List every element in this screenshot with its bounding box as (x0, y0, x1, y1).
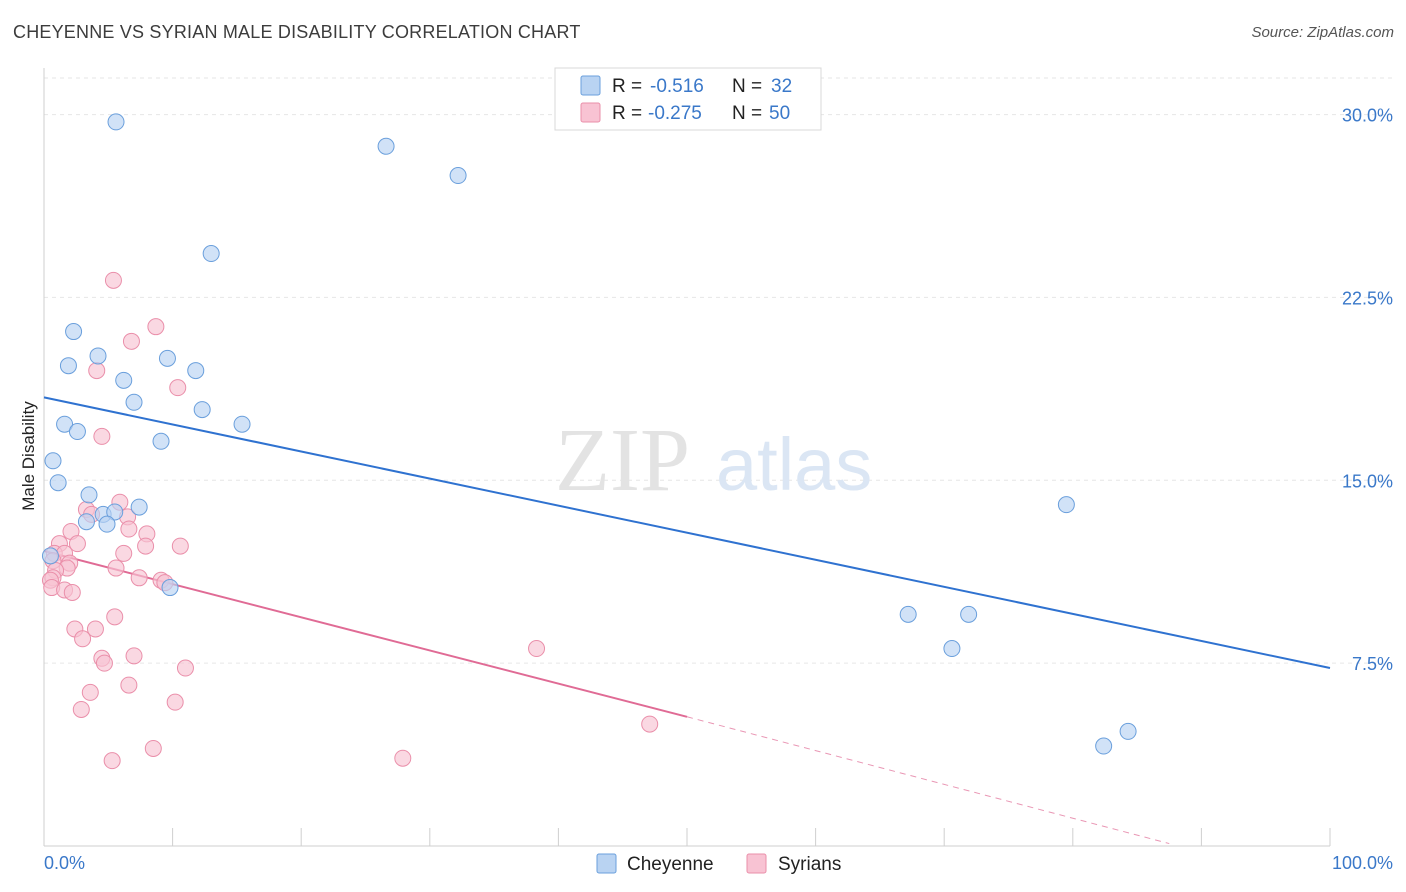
bottom-legend-syrians: Syrians (778, 854, 841, 875)
point-syrians-27 (130, 569, 148, 587)
x-tick-label-min: 0.0% (44, 853, 85, 873)
point-syrians-5 (93, 427, 111, 445)
point-syrians-45 (528, 640, 546, 658)
point-cheyenne-30 (1095, 737, 1113, 755)
point-cheyenne-28 (960, 605, 978, 623)
point-cheyenne-5 (89, 347, 107, 365)
chart-title: CHEYENNE VS SYRIAN MALE DISABILITY CORRE… (13, 22, 581, 42)
point-syrians-48 (103, 752, 121, 770)
legend-swatch-cheyenne (580, 75, 601, 96)
point-syrians-43 (166, 693, 184, 711)
point-syrians-3 (88, 362, 106, 380)
point-syrians-2 (122, 332, 140, 350)
point-syrians-42 (81, 683, 99, 701)
watermark-atlas: atlas (716, 423, 872, 506)
point-cheyenne-12 (56, 415, 74, 433)
y-axis-label: Male Disability (19, 401, 38, 511)
point-cheyenne-27 (899, 605, 917, 623)
point-cheyenne-2 (449, 167, 467, 185)
point-cheyenne-24 (41, 547, 59, 565)
legend-r-value-cheyenne: -0.516 (650, 76, 704, 97)
regression-line-syrians (43, 550, 688, 718)
point-cheyenne-22 (106, 503, 124, 521)
point-syrians-40 (95, 654, 113, 672)
point-cheyenne-16 (44, 452, 62, 470)
point-syrians-1 (147, 318, 165, 336)
point-syrians-4 (169, 379, 187, 397)
point-syrians-24 (107, 559, 125, 577)
bottom-legend-swatch-syrians (746, 853, 767, 874)
bottom-legend-swatch-cheyenne (596, 853, 617, 874)
point-syrians-46 (641, 715, 659, 733)
point-syrians-44 (72, 700, 90, 718)
point-cheyenne-25 (161, 579, 179, 597)
scatter-points (41, 113, 1137, 770)
point-cheyenne-23 (98, 515, 116, 533)
point-syrians-15 (137, 537, 155, 555)
legend-r-value-syrians: -0.275 (648, 103, 702, 124)
point-cheyenne-15 (152, 432, 170, 450)
legend-n-label-syrians: N = (732, 103, 762, 124)
point-cheyenne-10 (125, 393, 143, 411)
legend-n-label-cheyenne: N = (732, 76, 762, 97)
point-cheyenne-13 (233, 415, 251, 433)
y-tick-label-0: 7.5% (1352, 654, 1393, 674)
point-syrians-17 (115, 544, 133, 562)
point-cheyenne-29 (943, 640, 961, 658)
regression-lines (43, 396, 1331, 845)
point-cheyenne-8 (187, 362, 205, 380)
point-syrians-10 (120, 520, 138, 538)
point-cheyenne-6 (59, 357, 77, 375)
stats-legend: R = -0.516 N = 32 R = -0.275 N = 50 (554, 67, 822, 131)
point-cheyenne-14 (68, 423, 86, 441)
y-tick-label-3: 30.0% (1342, 106, 1393, 126)
point-cheyenne-19 (130, 498, 148, 516)
point-cheyenne-1 (377, 137, 395, 155)
point-syrians-37 (125, 647, 143, 665)
point-cheyenne-3 (202, 245, 220, 263)
axes (43, 68, 1331, 847)
point-syrians-32 (63, 583, 81, 601)
point-syrians-41 (120, 676, 138, 694)
point-cheyenne-4 (65, 323, 83, 341)
point-syrians-16 (171, 537, 189, 555)
point-cheyenne-17 (49, 474, 67, 492)
x-tick-label-max: 100.0% (1332, 853, 1393, 873)
point-cheyenne-26 (1057, 496, 1075, 514)
legend-n-value-cheyenne: 32 (771, 76, 792, 97)
legend-swatch-syrians (580, 102, 601, 123)
point-cheyenne-11 (193, 401, 211, 419)
point-syrians-33 (106, 608, 124, 626)
regression-line-cheyenne (43, 396, 1331, 669)
point-syrians-0 (104, 271, 122, 289)
legend-r-label-cheyenne: R = (612, 76, 642, 97)
watermark: ZIP atlas (555, 411, 872, 510)
point-syrians-36 (74, 630, 92, 648)
point-syrians-14 (68, 535, 86, 553)
legend-n-value-syrians: 50 (769, 103, 790, 124)
bottom-legend-cheyenne: Cheyenne (627, 854, 714, 875)
point-cheyenne-9 (115, 371, 133, 389)
gridlines (44, 77, 1392, 664)
point-cheyenne-21 (77, 513, 95, 531)
series-legend: Cheyenne Syrians (596, 853, 841, 875)
point-cheyenne-0 (107, 113, 125, 131)
point-syrians-47 (144, 739, 162, 757)
y-tick-label-1: 15.0% (1342, 471, 1393, 491)
y-tick-label-2: 22.5% (1342, 288, 1393, 308)
point-syrians-39 (176, 659, 194, 677)
point-cheyenne-18 (80, 486, 98, 504)
source-label: Source: ZipAtlas.com (1251, 24, 1394, 41)
point-syrians-49 (394, 749, 412, 767)
y-tick-labels: 7.5% 15.0% 22.5% 30.0% (1342, 106, 1393, 675)
regression-line-syrians-extension (686, 716, 1170, 845)
point-syrians-35 (86, 620, 104, 638)
point-cheyenne-7 (158, 349, 176, 367)
legend-r-label-syrians: R = (612, 103, 642, 124)
point-cheyenne-31 (1119, 722, 1137, 740)
watermark-zip: ZIP (555, 411, 690, 510)
